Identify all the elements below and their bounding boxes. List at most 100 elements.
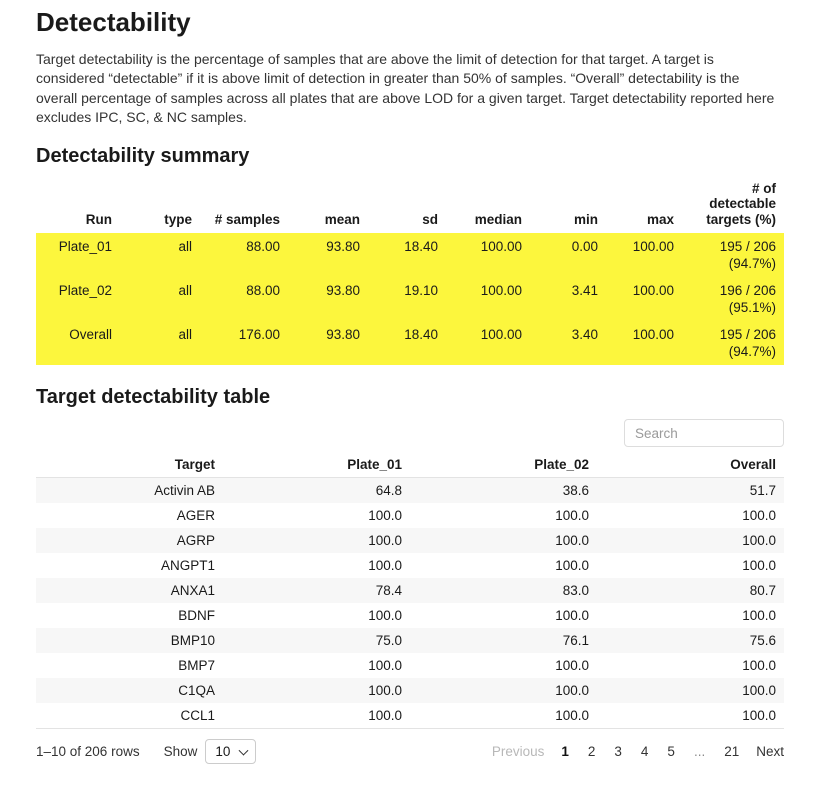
target-table-body: Activin AB 64.8 38.6 51.7 AGER 100.0 100.0 100.… (36, 477, 784, 729)
summary-cell: 0.00 (571, 239, 598, 255)
table-row: Activin AB 64.8 38.6 51.7 (36, 477, 784, 504)
summary-cell: 18.40 (404, 239, 438, 255)
summary-cell: 18.40 (404, 327, 438, 343)
summary-col-median: median (474, 211, 522, 227)
page-size-select[interactable]: 10 (205, 739, 257, 765)
target-heading: Target detectability table (36, 386, 271, 409)
table-row: AGER 100.0 100.0 100.0 (36, 503, 784, 528)
page-button[interactable]: 5 (667, 744, 675, 760)
table-row: BDNF 100.0 100.0 100.0 (36, 603, 784, 628)
table-cell: 100.0 (555, 708, 589, 724)
page-button[interactable]: 21 (724, 744, 740, 760)
page-button[interactable]: 4 (640, 744, 649, 760)
summary-cell: all (178, 327, 192, 343)
summary-cell: 93.80 (326, 283, 360, 299)
table-cell: 76.1 (562, 633, 589, 649)
summary-heading: Detectability summary (36, 144, 250, 167)
table-cell: 75.6 (749, 633, 776, 649)
table-cell: 100.0 (368, 683, 402, 699)
page-button[interactable]: 2 (587, 744, 596, 760)
table-cell: C1QA (178, 683, 215, 699)
table-cell: 100.0 (368, 708, 402, 724)
table-cell: Activin AB (154, 483, 215, 499)
table-cell: BMP7 (178, 658, 215, 674)
summary-cell: 196 / 206 (95.1%) (719, 283, 776, 316)
table-cell: 100.0 (742, 708, 776, 724)
summary-cell: all (178, 283, 192, 299)
table-cell: 51.7 (749, 483, 776, 499)
table-row: ANXA1 78.4 83.0 80.7 (36, 578, 784, 604)
summary-cell: 100.00 (480, 239, 522, 255)
table-cell: 100.0 (555, 508, 589, 524)
table-footer: 1–10 of 206 rows Show 10 Previous 1 2 3 4 5.… (36, 729, 784, 765)
summary-col-detectable: # of detectable targets (%) (706, 180, 776, 227)
target-header-row: Target Plate_01 Plate_02 Overall (36, 453, 784, 479)
summary-cell: Plate_02 (58, 283, 112, 299)
page-button[interactable]: 3 (614, 744, 622, 760)
page-size-label: Show (163, 744, 198, 760)
table-cell: BMP10 (170, 633, 215, 649)
summary-cell: 100.00 (480, 327, 522, 343)
summary-cell: Plate_01 (58, 239, 112, 255)
table-cell: 100.0 (368, 533, 402, 549)
summary-cell: 88.00 (246, 239, 280, 255)
summary-row: Overall all 176.00 93.80 18.40 100.00 3.40 100.… (36, 321, 784, 366)
page-size-select-wrap: 10 (205, 739, 257, 765)
table-cell: CCL1 (180, 708, 215, 724)
summary-cell: all (178, 239, 192, 255)
summary-cell: Overall (69, 327, 112, 343)
summary-cell: 195 / 206 (94.7%) (719, 327, 776, 360)
target-col-plate01[interactable]: Plate_01 (223, 453, 410, 479)
table-cell: 100.0 (742, 558, 776, 574)
target-col-overall[interactable]: Overall (597, 453, 784, 479)
page-ellipsis: ... (693, 744, 706, 760)
current-page-button[interactable]: 1 (561, 744, 569, 760)
table-row: BMP10 75.0 76.1 75.6 (36, 628, 784, 654)
summary-cell: 100.00 (480, 283, 522, 299)
table-row: ANGPT1 100.0 100.0 100.0 (36, 553, 784, 578)
summary-col-run: Run (85, 211, 112, 227)
summary-cell: 100.00 (632, 239, 674, 255)
page-buttons: 1 2 3 4 5... 21 (561, 744, 739, 759)
target-col-plate02[interactable]: Plate_02 (410, 453, 597, 479)
summary-row: Plate_02 all 88.00 93.80 19.10 100.00 3.41 100.… (36, 277, 784, 322)
search-row (36, 419, 784, 448)
table-cell: 100.0 (368, 658, 402, 674)
previous-page-button[interactable]: Previous (491, 744, 545, 760)
table-cell: BDNF (178, 608, 215, 624)
table-cell: 83.0 (562, 583, 589, 599)
table-cell: 100.0 (742, 608, 776, 624)
table-cell: ANGPT1 (160, 558, 215, 574)
table-cell: 100.0 (555, 533, 589, 549)
table-cell: 100.0 (555, 658, 589, 674)
summary-cell: 93.80 (326, 239, 360, 255)
summary-cell: 19.10 (404, 283, 438, 299)
table-cell: 100.0 (555, 608, 589, 624)
table-row: C1QA 100.0 100.0 100.0 (36, 678, 784, 704)
table-cell: 100.0 (555, 558, 589, 574)
search-input[interactable] (624, 419, 784, 448)
table-cell: 75.0 (375, 633, 402, 649)
table-cell: 100.0 (742, 533, 776, 549)
summary-table: Run type # samples mean sd median min ma… (36, 179, 784, 366)
target-col-target[interactable]: Target (36, 453, 223, 479)
table-cell: AGRP (176, 533, 215, 549)
table-cell: 64.8 (375, 483, 402, 499)
summary-cell: 100.00 (632, 283, 674, 299)
summary-cell: 176.00 (238, 327, 280, 343)
table-cell: 100.0 (742, 683, 776, 699)
pagination: Previous 1 2 3 4 5... 21 Next (492, 744, 784, 759)
summary-cell: 100.00 (632, 327, 674, 343)
table-row: BMP7 100.0 100.0 100.0 (36, 653, 784, 678)
summary-section: Detectability summary Run type # samples… (36, 145, 784, 366)
table-cell: 78.4 (375, 583, 402, 599)
table-row: CCL1 100.0 100.0 100.0 (36, 703, 784, 729)
table-cell: ANXA1 (170, 583, 215, 599)
target-table: Target Plate_01 Plate_02 Overall Activin… (36, 453, 784, 730)
summary-cell: 3.40 (571, 327, 598, 343)
summary-col-type: type (164, 211, 192, 227)
summary-col-max: max (646, 211, 674, 227)
rows-info: 1–10 of 206 rows (36, 744, 140, 760)
next-page-button[interactable]: Next (756, 744, 784, 760)
table-cell: 38.6 (562, 483, 589, 499)
